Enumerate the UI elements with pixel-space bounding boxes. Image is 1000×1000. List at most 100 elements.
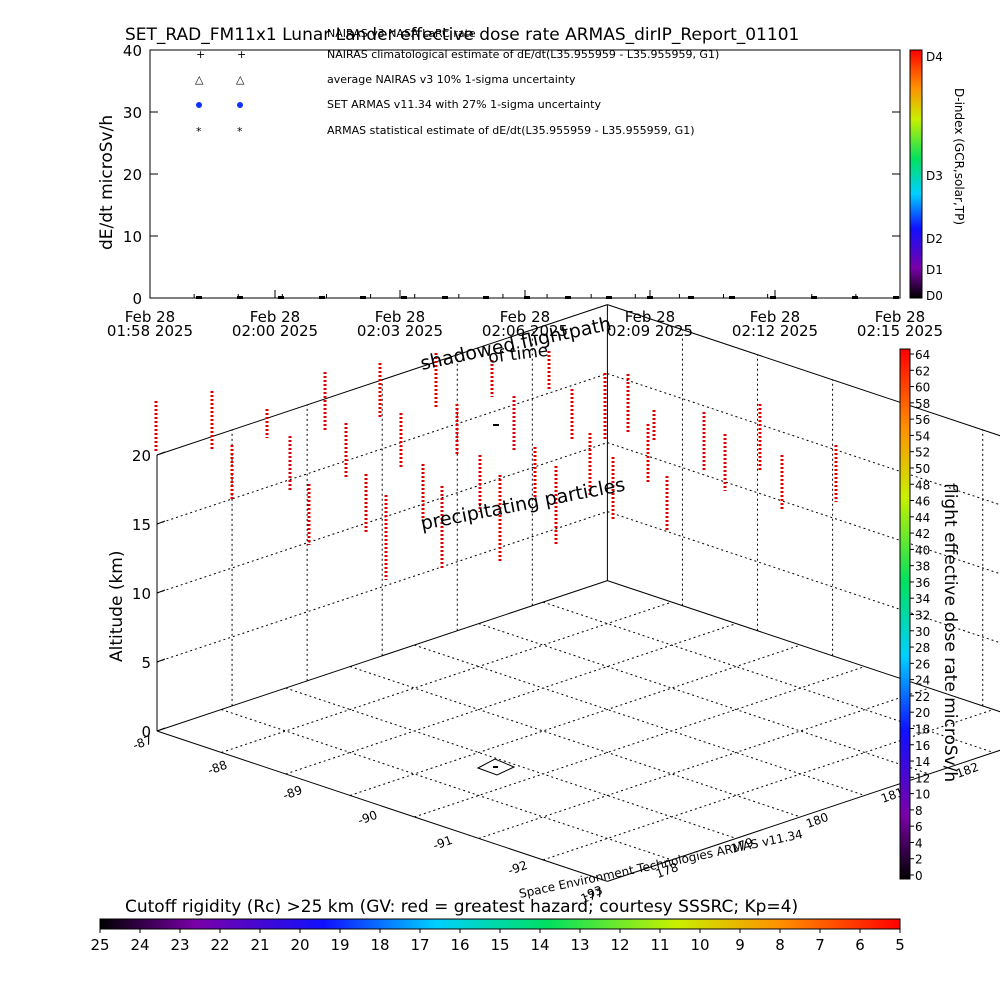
top-x-tick-date: Feb 28 [625, 308, 675, 326]
top-y-tick-label: 0 [132, 290, 142, 308]
rigidity-colorbar-tick-label: 23 [170, 936, 189, 954]
rigidity-colorbar-tick-label: 15 [490, 936, 509, 954]
legend-marker-armas [237, 102, 243, 108]
legend-symbol-uncertainty: △ [236, 73, 245, 86]
box-edge [156, 304, 608, 456]
dose-colorbar-tick-label: 44 [915, 511, 930, 525]
latitude-tick-label: -90 [356, 808, 379, 828]
altitude-grid-line [607, 442, 1000, 575]
top-x-tick-time: 02:15 2025 [857, 322, 943, 340]
rigidity-colorbar-tick-label: 20 [290, 936, 309, 954]
top-y-tick-label: 30 [123, 104, 142, 122]
latitude-tick-label: -88 [206, 758, 229, 778]
dose-colorbar-tick-label: 18 [915, 722, 930, 736]
altitude-grid-line [156, 511, 608, 663]
latitude-tick-label: -87 [131, 733, 154, 753]
top-y-ticks: 0 10 20 30 40 [123, 42, 900, 308]
armas-data-point [770, 296, 776, 299]
dose-colorbar-ticks: 6462605856545250484644424038363432302826… [910, 348, 930, 883]
dose-colorbar-tick-label: 36 [915, 576, 930, 590]
armas-data-point [647, 296, 653, 299]
3d-latitude-ticks: -87 -88 -89 -90 -91 -92 -93 [131, 733, 605, 903]
altitude-grid-line [156, 442, 608, 594]
dose-colorbar-tick-label: 16 [915, 739, 930, 753]
top-x-tick-date: Feb 28 [250, 308, 300, 326]
floor-grid-line [221, 601, 672, 753]
dindex-tick: D4 [926, 50, 943, 64]
dose-colorbar-tick-label: 34 [915, 592, 930, 606]
dindex-tick: D3 [926, 169, 943, 183]
top-x-tick-date: Feb 28 [375, 308, 425, 326]
longitude-tick-label: 180 [804, 810, 830, 831]
altitude-tick-mark [156, 451, 166, 456]
latitude-tick-label: -91 [431, 833, 454, 853]
dose-colorbar-tick-label: 10 [915, 788, 930, 802]
armas-data-point [729, 296, 735, 299]
rigidity-colorbar-tick-label: 22 [210, 936, 229, 954]
3d-axes-box [156, 304, 1000, 882]
overlay-title: NAIRAS v3 NASA LaRC rate [327, 27, 476, 40]
dose-colorbar-tick-label: 12 [915, 771, 930, 785]
dose-colorbar-tick-label: 14 [915, 755, 930, 769]
dose-colorbar-tick-label: 26 [915, 657, 930, 671]
dose-colorbar-tick-label: 56 [915, 413, 930, 427]
latitude-tick-label: -93 [581, 883, 604, 903]
altitude-grid-line [607, 511, 1000, 644]
top-y-tick-label: 20 [123, 166, 142, 184]
dose-colorbar-tick-label: 4 [915, 836, 923, 850]
legend-text-statistical: ARMAS statistical estimate of dE/dt(L35.… [327, 124, 694, 137]
3d-altitude-ticks: 0 5 10 15 20 [132, 447, 166, 741]
top-x-tick-time: 02:03 2025 [357, 322, 443, 340]
altitude-grid-line [607, 373, 1000, 506]
dose-colorbar-tick-label: 28 [915, 641, 930, 655]
dose-colorbar-tick-label: 50 [915, 462, 930, 476]
top-x-tick-time: 02:00 2025 [232, 322, 318, 340]
rigidity-colorbar-ticks: 25 24 23 22 21 20 19 18 17 16 15 14 13 12 11 10 9 8 7 6 5 [90, 929, 905, 954]
top-x-tick-time: 02:12 2025 [732, 322, 818, 340]
top-y-tick-label: 10 [123, 228, 142, 246]
armas-data-point [811, 296, 817, 299]
top-x-tick-time: 02:09 2025 [607, 322, 693, 340]
dindex-colorbar [909, 49, 923, 299]
top-y-tick-label: 40 [123, 42, 142, 60]
dindex-label: D-index (GCR,solar,TP) [952, 88, 966, 225]
rigidity-colorbar-tick-label: 17 [410, 936, 429, 954]
dindex-tick: D0 [926, 289, 943, 303]
altitude-tick-mark [156, 589, 166, 594]
armas-data-point [483, 296, 489, 299]
top-plot-frame [149, 49, 901, 299]
rigidity-colorbar-tick-label: 19 [330, 936, 349, 954]
floor-grid-line [349, 644, 801, 796]
armas-data-point [688, 296, 694, 299]
armas-data-point [237, 296, 243, 299]
rigidity-colorbar-tick-label: 18 [370, 936, 389, 954]
box-edge [156, 730, 608, 882]
dose-rate-columns [154, 351, 838, 580]
altitude-tick-mark [156, 727, 166, 732]
dose-colorbar-tick-label: 6 [915, 820, 923, 834]
dose-colorbar-tick-label: 24 [915, 674, 930, 688]
floor-marker-dash [493, 424, 499, 426]
floor-grid-line [349, 666, 801, 818]
rigidity-colorbar-tick-label: 11 [650, 936, 669, 954]
legend-text-nairas: NAIRAS climatological estimate of dE/dt(… [327, 48, 719, 61]
dose-colorbar-tick-label: 32 [915, 609, 930, 623]
floor-grid-line [542, 709, 994, 861]
top-x-tick-time: 02:06 2025 [482, 322, 568, 340]
legend-marker-armas [196, 102, 202, 108]
armas-data-point [196, 296, 202, 299]
armas-data-point [360, 296, 366, 299]
rigidity-colorbar-tick-label: 12 [610, 936, 629, 954]
rigidity-colorbar-label: Cutoff rigidity (Rc) >25 km (GV: red = g… [125, 897, 798, 917]
top-x-tick-time: 01:58 2025 [107, 322, 193, 340]
top-x-tick-date: Feb 28 [500, 308, 550, 326]
floor-grid-line [285, 623, 737, 775]
rigidity-colorbar-tick-label: 7 [815, 936, 825, 954]
rigidity-colorbar-tick-label: 9 [735, 936, 745, 954]
floor-grid-line [221, 709, 672, 861]
rigidity-colorbar-tick-label: 8 [775, 936, 785, 954]
floor-grid-line [285, 687, 737, 839]
rigidity-colorbar-tick-label: 21 [250, 936, 269, 954]
rigidity-colorbar-tick-label: 14 [530, 936, 549, 954]
